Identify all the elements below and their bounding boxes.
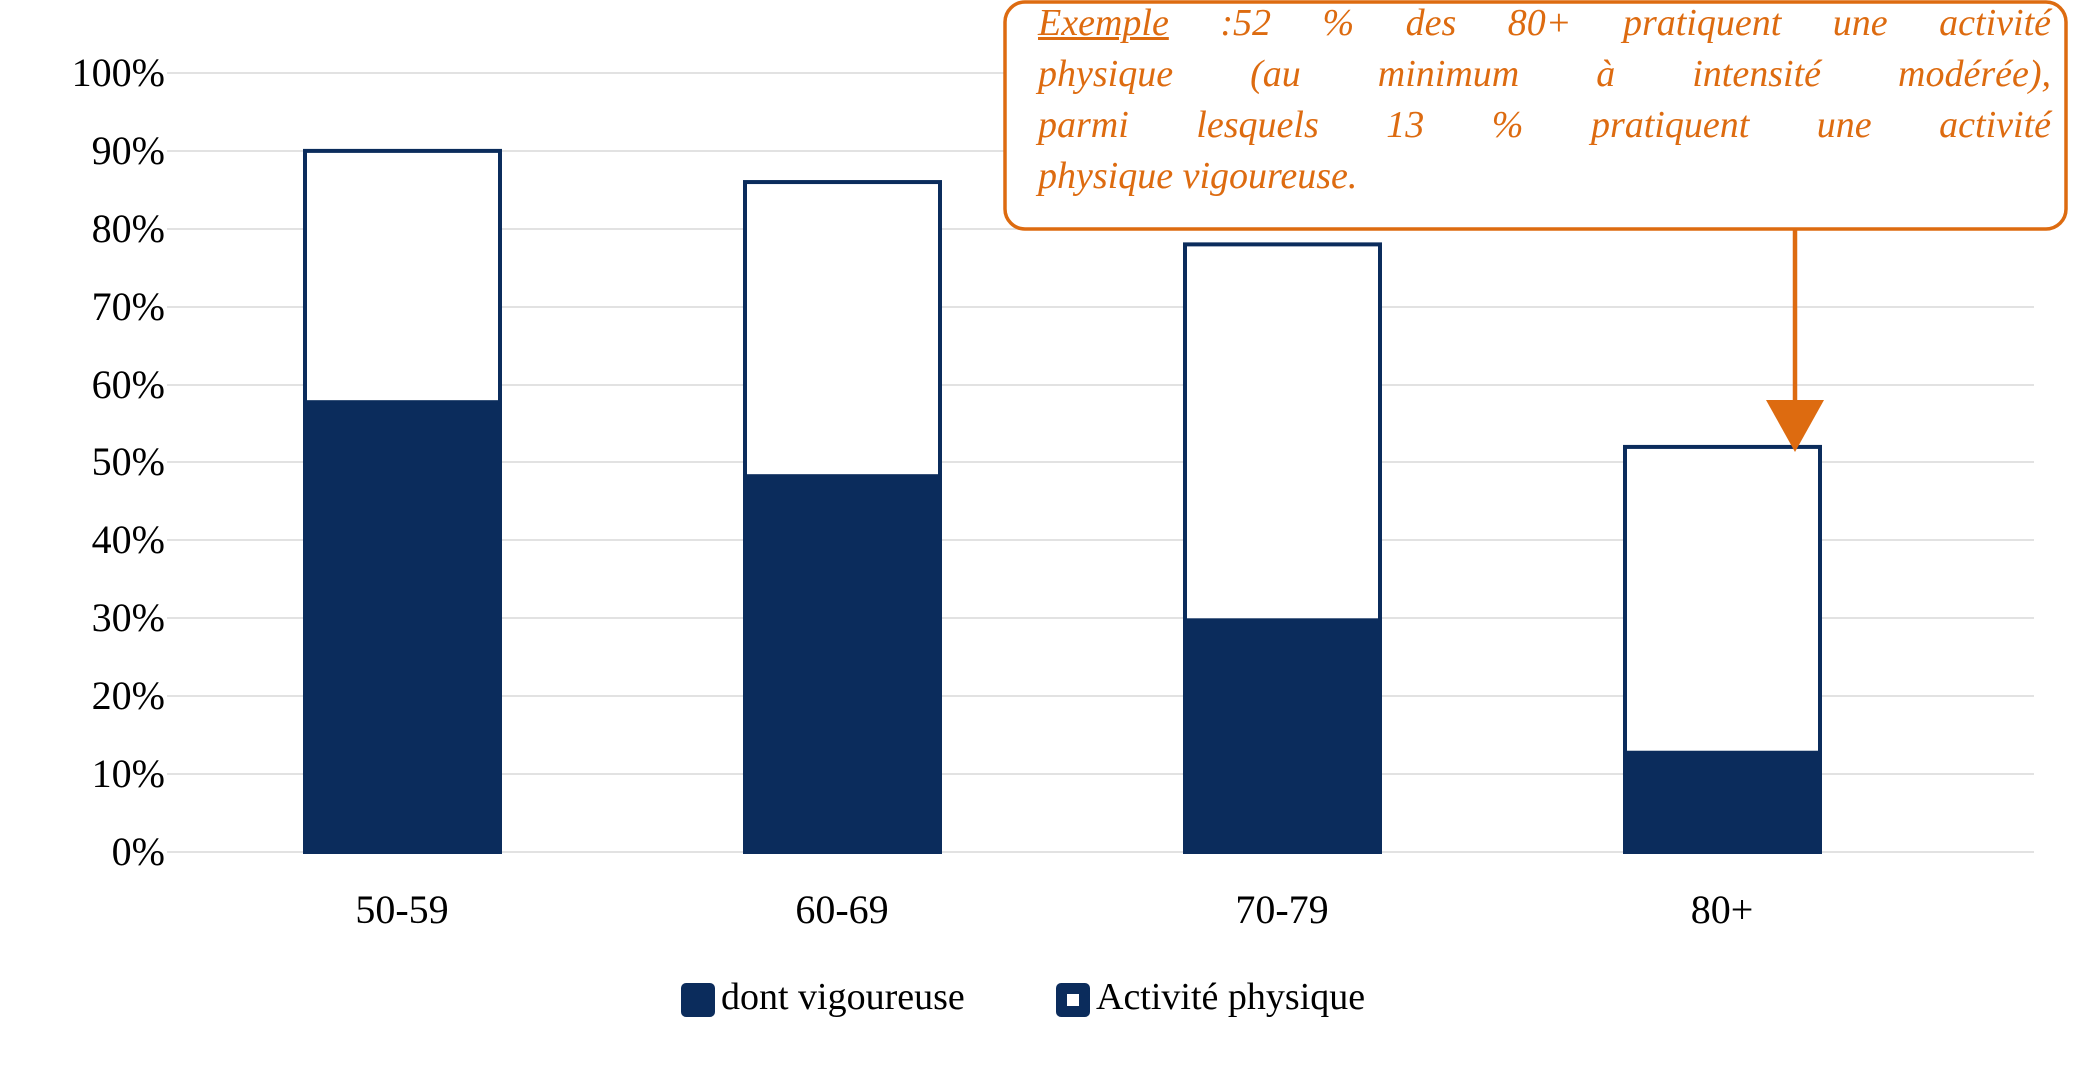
svg-text:90%: 90%: [92, 128, 165, 173]
svg-text:10%: 10%: [92, 751, 165, 796]
svg-text:Activité physique: Activité physique: [1096, 976, 1365, 1018]
svg-text:dont vigoureuse: dont vigoureuse: [721, 976, 965, 1018]
svg-text:80%: 80%: [92, 206, 165, 251]
svg-text:50-59: 50-59: [355, 887, 448, 932]
svg-text:60-69: 60-69: [795, 887, 888, 932]
svg-text:40%: 40%: [92, 517, 165, 562]
svg-text:60%: 60%: [92, 362, 165, 407]
svg-text:0%: 0%: [112, 829, 165, 874]
svg-text:80+: 80+: [1691, 887, 1754, 932]
svg-text:30%: 30%: [92, 595, 165, 640]
svg-text:70%: 70%: [92, 284, 165, 329]
svg-text:20%: 20%: [92, 673, 165, 718]
svg-text:100%: 100%: [72, 50, 165, 95]
svg-text:70-79: 70-79: [1235, 887, 1328, 932]
svg-text:50%: 50%: [92, 439, 165, 484]
